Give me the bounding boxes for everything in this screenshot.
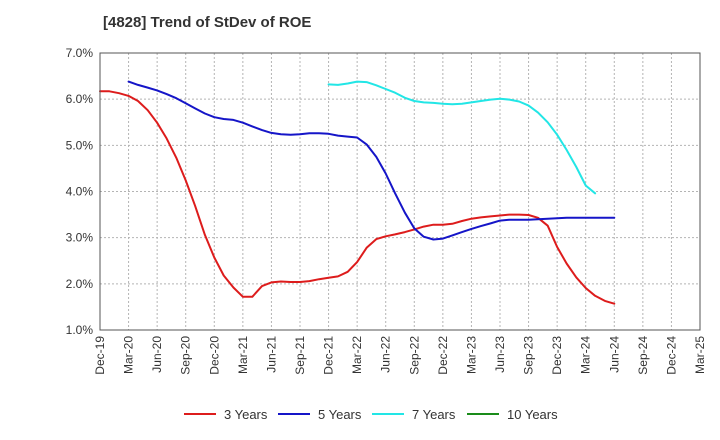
x-tick-label: Dec-21 (322, 336, 336, 375)
y-tick-label: 7.0% (66, 46, 94, 60)
x-tick-label: Jun-20 (150, 336, 164, 373)
x-tick-label: Jun-24 (607, 336, 621, 373)
series-line-7-years (327, 80, 597, 195)
x-tick-label: Jun-23 (493, 336, 507, 373)
legend-label-3-years: 3 Years (224, 407, 268, 422)
x-tick-label: Sep-24 (636, 336, 650, 375)
x-tick-label: Dec-19 (93, 336, 107, 375)
x-tick-label: Dec-22 (436, 336, 450, 375)
x-tick-label: Mar-20 (122, 336, 136, 374)
x-tick-label: Sep-22 (407, 336, 421, 375)
series-line-5-years (127, 80, 616, 241)
x-tick-label: Sep-20 (179, 336, 193, 375)
legend-label-10-years: 10 Years (507, 407, 558, 422)
y-tick-label: 1.0% (66, 323, 94, 337)
x-tick-label: Mar-24 (579, 336, 593, 374)
x-tick-label: Mar-23 (464, 336, 478, 374)
chart-title: [4828] Trend of StDev of ROE (103, 14, 312, 31)
x-tick-label: Dec-24 (664, 336, 678, 375)
x-tick-label: Dec-20 (207, 336, 221, 375)
y-tick-label: 6.0% (66, 92, 94, 106)
x-tick-label: Mar-25 (693, 336, 707, 374)
y-tick-label: 3.0% (66, 231, 94, 245)
x-tick-label: Mar-22 (350, 336, 364, 374)
legend-label-7-years: 7 Years (412, 407, 456, 422)
plot-frame (99, 52, 701, 331)
axis-layer: 1.0% 2.0% 3.0% 4.0% 5.0% 6.0% 7.0% Dec-19 Mar-20… (66, 46, 707, 375)
x-tick-label: Mar-21 (236, 336, 250, 374)
y-tick-label: 2.0% (66, 277, 94, 291)
x-tick-label: Dec-23 (550, 336, 564, 375)
x-tick-label: Jun-22 (379, 336, 393, 373)
legend: 3 Years 5 Years 7 Years 10 Years (184, 407, 558, 422)
x-tick-label: Sep-21 (293, 336, 307, 375)
legend-label-5-years: 5 Years (318, 407, 362, 422)
x-tick-label: Sep-23 (522, 336, 536, 375)
y-tick-label: 5.0% (66, 138, 94, 152)
x-tick-label: Jun-21 (264, 336, 278, 373)
y-tick-label: 4.0% (66, 185, 94, 199)
series-layer (99, 80, 616, 305)
series-line-3-years (99, 90, 616, 305)
